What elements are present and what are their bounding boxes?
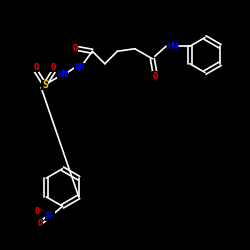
- Text: O⁻: O⁻: [35, 207, 45, 216]
- Text: O: O: [38, 219, 43, 228]
- Text: O: O: [34, 63, 39, 72]
- Text: O: O: [51, 63, 56, 72]
- Text: O: O: [72, 44, 78, 53]
- Text: O: O: [152, 72, 158, 81]
- Text: HN: HN: [167, 42, 178, 51]
- Text: S: S: [42, 80, 48, 90]
- Text: NH: NH: [74, 63, 85, 72]
- Text: HN: HN: [57, 70, 68, 80]
- Text: N⁺: N⁺: [45, 212, 55, 221]
